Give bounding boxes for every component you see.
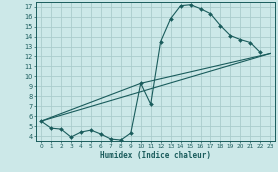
X-axis label: Humidex (Indice chaleur): Humidex (Indice chaleur) [100, 151, 211, 160]
